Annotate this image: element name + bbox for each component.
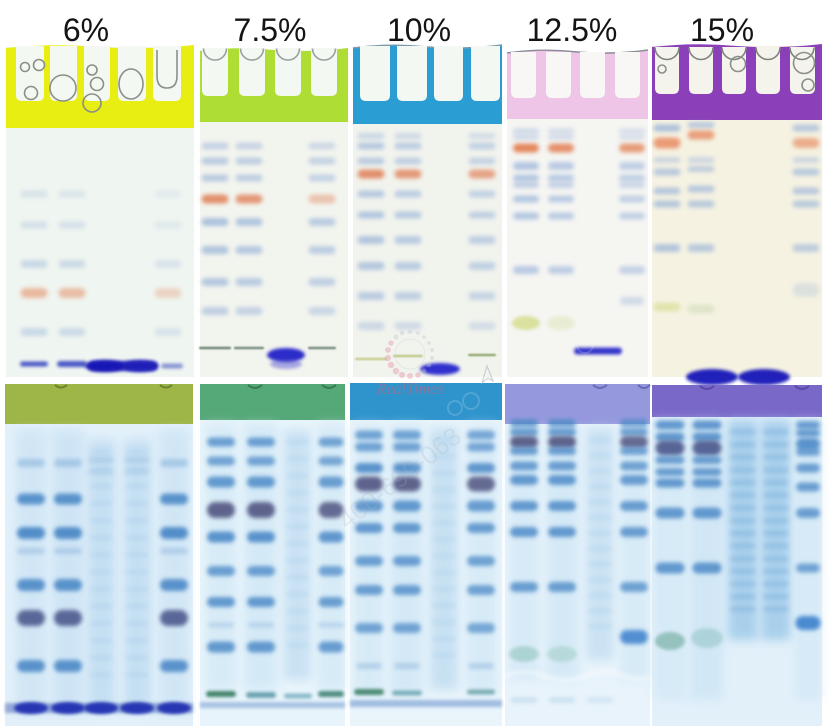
svg-text:15%: 15% [690,12,754,48]
svg-text:RealTimes: RealTimes [376,381,444,398]
svg-text:6%: 6% [63,12,109,48]
svg-text:7.5%: 7.5% [234,12,307,48]
svg-text:12.5%: 12.5% [527,12,618,48]
svg-text:10%: 10% [387,12,451,48]
